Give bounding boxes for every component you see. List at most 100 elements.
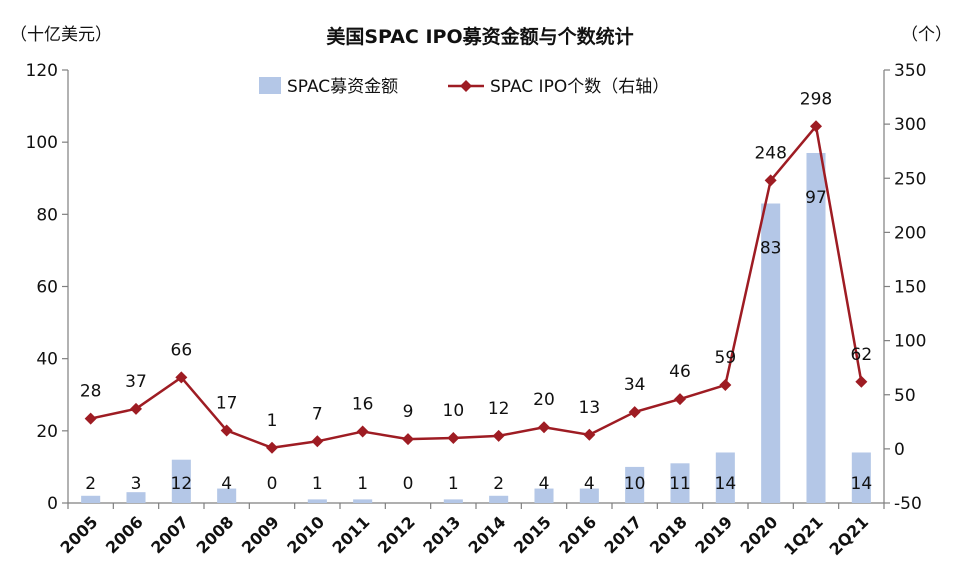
- x-tick-label: 2017: [601, 512, 646, 557]
- left-tick-label: 100: [26, 133, 58, 153]
- line-point: [447, 432, 460, 445]
- bar: [443, 499, 463, 503]
- bar: [353, 499, 373, 503]
- bar-series: [81, 152, 871, 503]
- bar: [670, 463, 690, 503]
- line-value-label: 7: [312, 404, 323, 424]
- line-point: [674, 393, 686, 406]
- line-value-label: 10: [443, 401, 465, 421]
- right-tick-label: 100: [894, 332, 926, 352]
- bar-value-label: 4: [584, 474, 595, 494]
- x-tick-label: 2008: [193, 512, 238, 557]
- line-value-label: 46: [669, 362, 691, 382]
- right-tick-label: 200: [894, 223, 926, 243]
- chart-title: 美国SPAC IPO募资金额与个数统计: [326, 25, 633, 48]
- line-point: [628, 406, 641, 419]
- x-tick-label: 2Q21: [825, 512, 872, 559]
- right-axis-unit: （个）: [901, 25, 952, 45]
- line-point: [810, 120, 822, 133]
- line-point: [220, 424, 233, 437]
- bar-value-label: 4: [221, 474, 232, 494]
- bar-value-label: 0: [403, 474, 414, 494]
- bar: [489, 495, 509, 503]
- line-point: [764, 174, 777, 187]
- line-value-label: 17: [216, 393, 238, 413]
- x-tick-label: 2006: [102, 512, 147, 557]
- x-tick-label: 2014: [465, 512, 510, 557]
- line-value-label: 28: [80, 382, 102, 402]
- right-tick-label: 0: [894, 440, 905, 460]
- line-point: [266, 441, 278, 454]
- right-tick-label: 250: [894, 169, 926, 189]
- line-value-label: 16: [352, 395, 374, 415]
- x-tick-label: 2009: [238, 512, 283, 557]
- bar-value-label: 14: [851, 474, 873, 494]
- line-value-label: 62: [851, 345, 873, 365]
- x-tick-label: 2013: [419, 512, 464, 557]
- bar-value-label: 4: [539, 474, 550, 494]
- line-point: [311, 435, 324, 448]
- line-point: [356, 425, 369, 438]
- bar: [126, 492, 146, 503]
- x-tick-label: 2011: [329, 512, 374, 557]
- line-series: [84, 120, 868, 454]
- bar: [171, 459, 191, 503]
- bar-value-label: 1: [357, 474, 368, 494]
- line-point: [719, 379, 732, 392]
- bar: [534, 488, 554, 503]
- line-value-label: 37: [125, 372, 147, 392]
- line-value-label: 12: [488, 399, 510, 419]
- x-tick-label: 2020: [737, 512, 782, 557]
- line-point: [84, 412, 97, 425]
- line-point: [492, 429, 505, 442]
- bar-value-label: 0: [267, 474, 278, 494]
- x-tick-label: 2005: [57, 512, 102, 557]
- right-tick-label: -50: [894, 494, 922, 514]
- x-tick-label: 2012: [374, 512, 419, 557]
- line-value-label: 59: [715, 348, 737, 368]
- line-point: [402, 433, 414, 446]
- bar: [851, 452, 871, 503]
- right-tick-label: 150: [894, 278, 926, 298]
- x-tick-label: 2019: [691, 512, 736, 557]
- x-tick-label: 2015: [510, 512, 555, 557]
- line-value-label: 13: [579, 398, 601, 418]
- bar-value-label: 2: [85, 474, 96, 494]
- line-point: [175, 371, 188, 384]
- left-tick-label: 60: [36, 278, 58, 298]
- bar: [81, 495, 101, 503]
- legend-bar-swatch: [259, 77, 281, 94]
- legend-line-marker: [460, 80, 472, 92]
- bar-value-label: 97: [805, 188, 827, 208]
- left-axis-unit: （十亿美元）: [10, 25, 112, 45]
- bar: [217, 488, 237, 503]
- x-tick-label: 1Q21: [780, 512, 827, 559]
- axes: 020406080100120-500501001502002503003502…: [26, 61, 927, 559]
- bar: [761, 203, 781, 503]
- bar-value-label: 1: [312, 474, 323, 494]
- left-tick-label: 20: [36, 422, 58, 442]
- line-point: [583, 428, 596, 441]
- bar-value-label: 83: [760, 239, 782, 259]
- line-value-label: 34: [624, 375, 646, 395]
- legend: SPAC募资金额 SPAC IPO个数（右轴）: [259, 77, 669, 97]
- legend-line-label: SPAC IPO个数（右轴）: [490, 77, 669, 97]
- line-path: [90, 125, 863, 450]
- bar-value-label: 10: [624, 474, 646, 494]
- left-tick-label: 40: [36, 350, 58, 370]
- bar-value-label: 11: [669, 474, 691, 494]
- bar: [579, 488, 599, 503]
- x-tick-label: 2010: [283, 512, 328, 557]
- line-value-label: 20: [533, 390, 555, 410]
- bar: [307, 499, 327, 503]
- line-value-label: 66: [171, 340, 193, 360]
- line-value-label: 298: [800, 89, 832, 109]
- line-point: [855, 375, 868, 388]
- x-tick-label: 2016: [555, 512, 600, 557]
- bar-value-label: 14: [715, 474, 737, 494]
- bar-value-label: 1: [448, 474, 459, 494]
- x-tick-label: 2018: [646, 512, 691, 557]
- line-value-label: 9: [403, 402, 414, 422]
